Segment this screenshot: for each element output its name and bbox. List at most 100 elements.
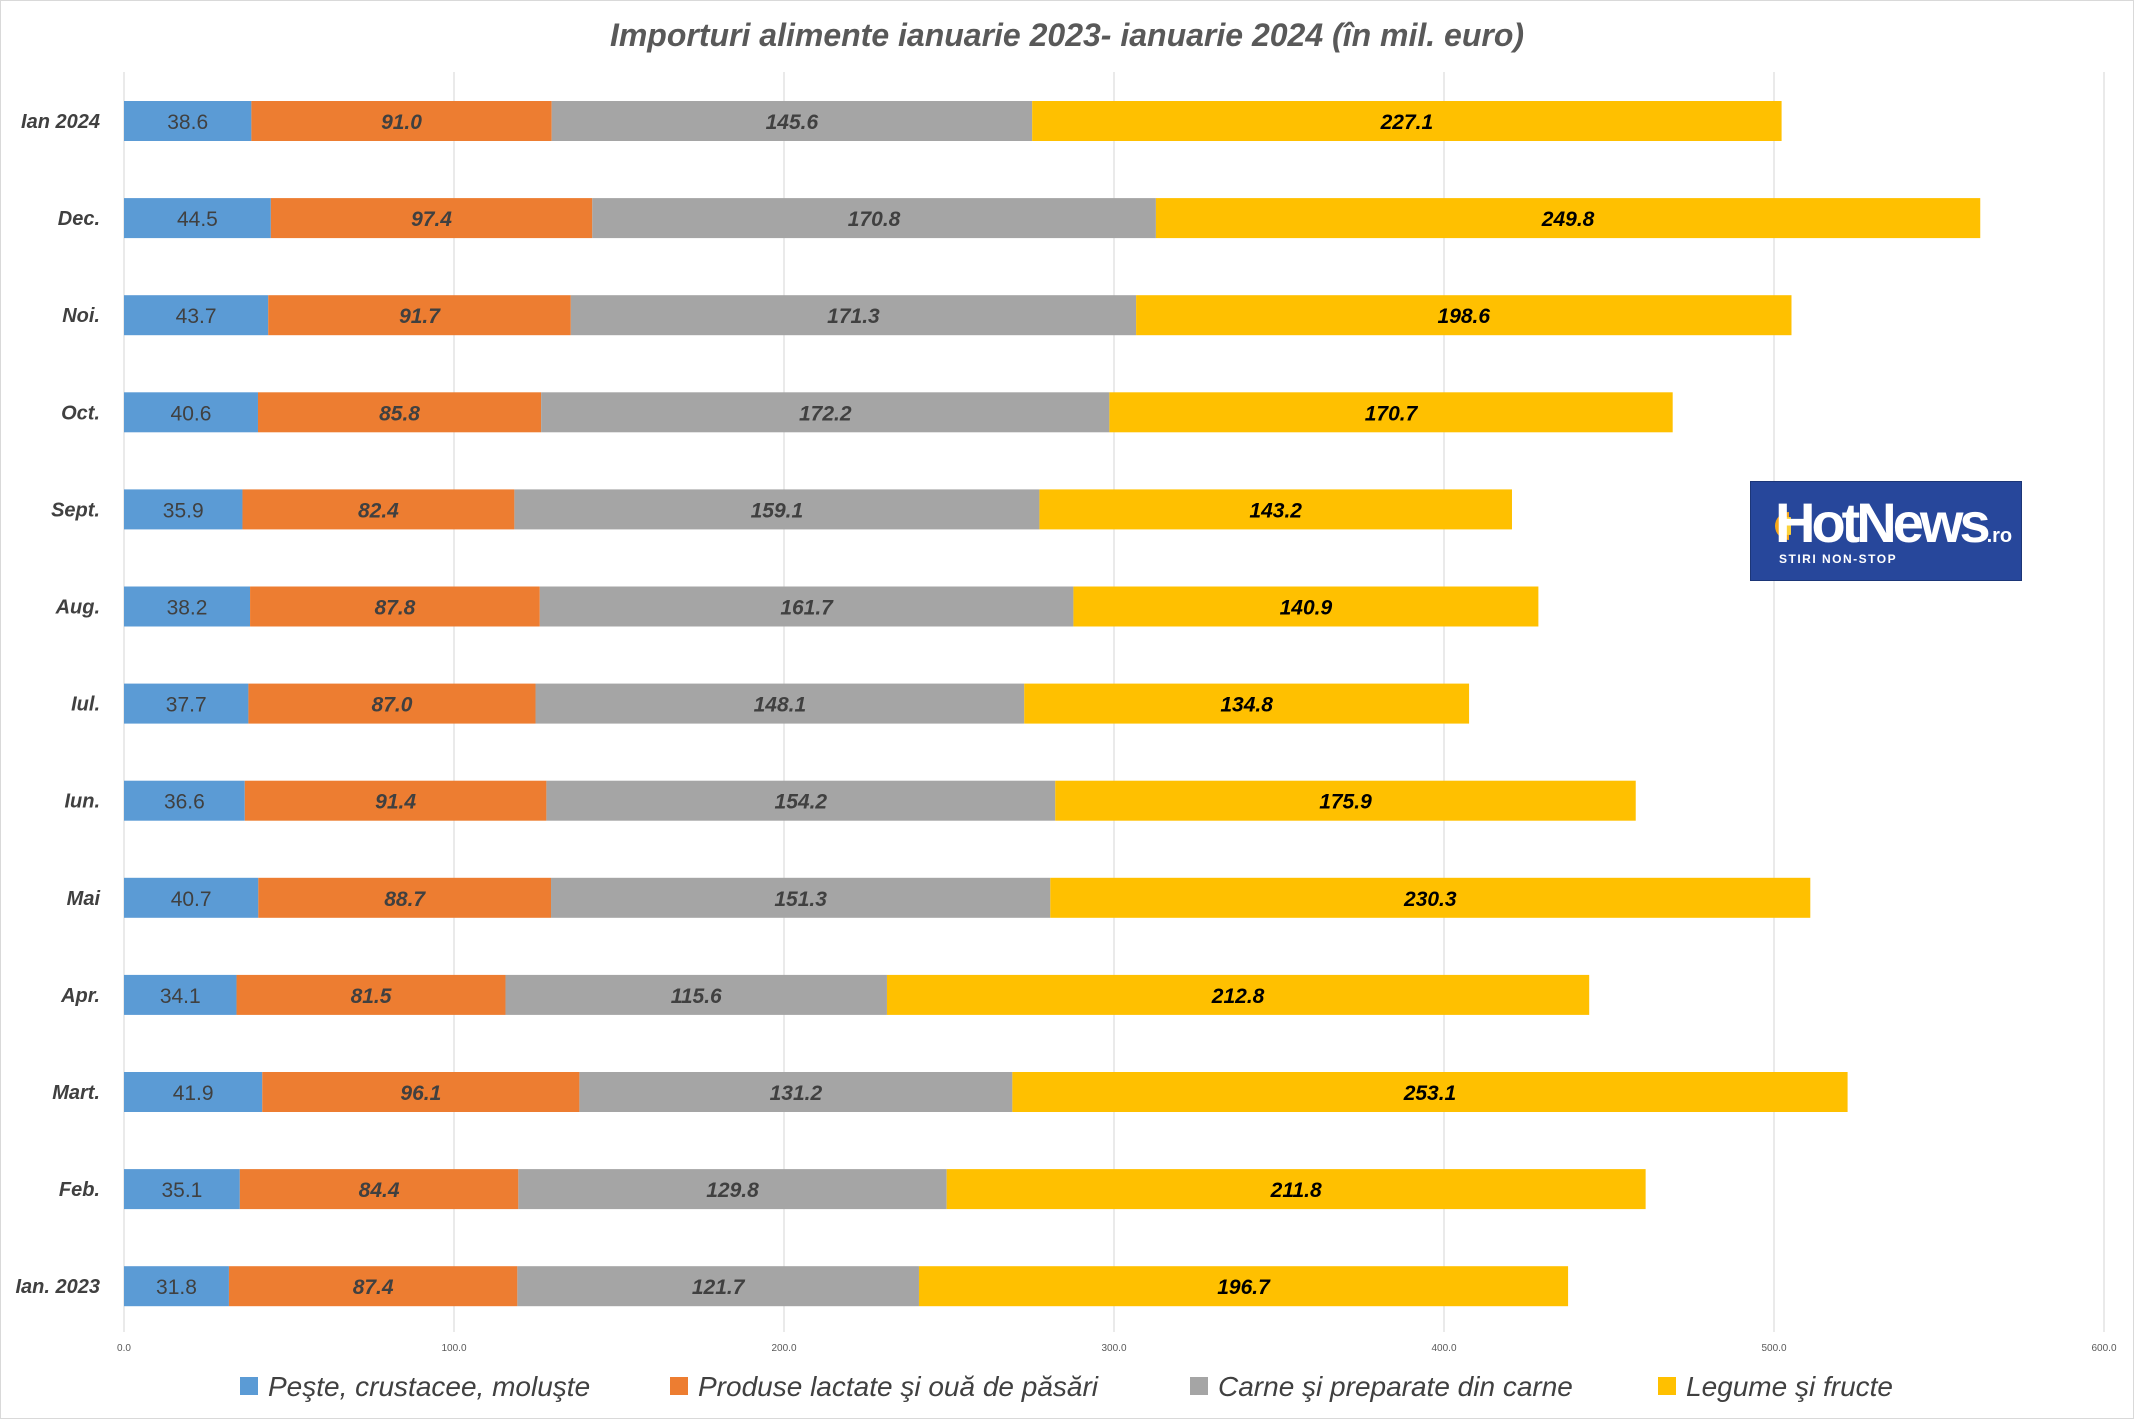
- bar-segment: [539, 586, 1074, 627]
- legend-label: Peşte, crustacee, moluşte: [268, 1371, 590, 1402]
- data-label: 115.6: [671, 985, 722, 1008]
- bar-segment: [546, 780, 1056, 821]
- sun-icon: [1775, 512, 1791, 540]
- data-label: 37.7: [166, 694, 207, 717]
- bar-segment: [1109, 392, 1673, 433]
- bar-segment: [1073, 586, 1539, 627]
- data-label: 253.1: [1403, 1082, 1457, 1105]
- category-label: Mart.: [52, 1082, 100, 1104]
- bar-segment: [124, 1072, 263, 1112]
- bar-segment: [236, 974, 506, 1015]
- data-label: 41.9: [173, 1082, 214, 1105]
- data-label: 36.6: [164, 791, 205, 814]
- data-label: 171.3: [827, 305, 880, 328]
- x-tick-label: 400.0: [1431, 1343, 1456, 1354]
- data-label: 38.6: [167, 111, 208, 134]
- bar-segment: [505, 974, 887, 1015]
- legend: Peşte, crustacee, moluşte Produse lactate…: [240, 1371, 1893, 1402]
- logo-tagline: STIRI NON-STOP: [1779, 552, 1898, 566]
- bar-segment: [124, 586, 251, 627]
- bar-segment: [918, 1266, 1569, 1307]
- bar-segment: [268, 295, 571, 336]
- data-label: 140.9: [1280, 597, 1333, 620]
- bar-segment: [228, 1266, 518, 1307]
- bar-segment: [551, 101, 1033, 141]
- bar-segment: [1055, 780, 1636, 821]
- bar-segment: [579, 1072, 1013, 1112]
- bar-segment: [1024, 683, 1470, 724]
- legend-swatch: [1190, 1377, 1208, 1395]
- bar-segment: [1050, 877, 1811, 918]
- bar-segment: [124, 392, 258, 433]
- bar-segment: [570, 295, 1137, 336]
- data-label: 81.5: [351, 985, 392, 1008]
- x-tick-label: 500.0: [1761, 1343, 1786, 1354]
- bar-segment: [244, 780, 547, 821]
- data-label: 145.6: [766, 111, 819, 134]
- data-label: 196.7: [1217, 1276, 1271, 1299]
- data-label: 91.4: [375, 791, 416, 814]
- data-label: 143.2: [1249, 499, 1302, 522]
- data-label: 121.7: [692, 1276, 746, 1299]
- data-label: 44.5: [177, 208, 218, 231]
- legend-label: Carne şi preparate din carne: [1218, 1371, 1573, 1402]
- bar-segment: [1012, 1072, 1848, 1112]
- bar-segment: [1032, 101, 1782, 141]
- category-label: Noi.: [62, 305, 100, 327]
- data-label: 43.7: [176, 305, 217, 328]
- data-label: 148.1: [754, 694, 807, 717]
- bar-segment: [262, 1072, 580, 1112]
- data-label: 230.3: [1403, 888, 1457, 911]
- bar-segment: [124, 101, 252, 141]
- bar-segment: [124, 489, 243, 530]
- data-label: 87.0: [372, 694, 413, 717]
- data-label: 97.4: [411, 208, 452, 231]
- data-label: 175.9: [1319, 791, 1372, 814]
- data-label: 84.4: [359, 1179, 400, 1202]
- bar-segment: [248, 683, 536, 724]
- data-label: 96.1: [400, 1082, 441, 1105]
- category-label: Apr.: [60, 985, 100, 1007]
- data-label: 161.7: [780, 597, 834, 620]
- data-label: 172.2: [799, 402, 852, 425]
- x-tick-label: 200.0: [771, 1343, 796, 1354]
- data-label: 87.8: [374, 597, 415, 620]
- category-label: Iun.: [64, 791, 100, 813]
- logo-wordmark: HotNews.ro: [1775, 491, 2013, 554]
- data-label: 198.6: [1438, 305, 1491, 328]
- bar-segment: [124, 974, 237, 1015]
- bar-segment: [1155, 198, 1981, 239]
- data-label: 154.2: [775, 791, 828, 814]
- data-label: 40.6: [171, 402, 212, 425]
- data-label: 151.3: [774, 888, 827, 911]
- bar-segment: [514, 489, 1040, 530]
- bar-segment: [124, 198, 271, 239]
- category-label: Aug.: [55, 597, 100, 619]
- bar-segment: [124, 295, 269, 336]
- bar-segment: [535, 683, 1025, 724]
- data-label: 227.1: [1380, 111, 1434, 134]
- x-axis-ticks: 0.0 100.0 200.0 300.0 400.0 500.0 600.0: [117, 1343, 2117, 1354]
- category-label: Iul.: [71, 694, 100, 716]
- data-label: 159.1: [751, 499, 804, 522]
- bar-segment: [592, 198, 1156, 239]
- bar-segment: [257, 392, 542, 433]
- data-label: 35.1: [161, 1179, 202, 1202]
- bar-segment: [551, 877, 1051, 918]
- x-tick-label: 0.0: [117, 1343, 131, 1354]
- bar-segment: [946, 1169, 1646, 1210]
- data-label: 82.4: [358, 499, 399, 522]
- data-label: 170.7: [1365, 402, 1419, 425]
- bar-segment: [124, 1266, 229, 1307]
- data-label: 35.9: [163, 499, 204, 522]
- legend-label: Legume şi fructe: [1686, 1371, 1893, 1402]
- data-label: 38.2: [167, 597, 208, 620]
- data-labels: 38.6 91.0 145.6 227.1 44.5 97.4 170.8 249.8 43.7…: [156, 111, 1595, 1299]
- x-tick-label: 300.0: [1101, 1343, 1126, 1354]
- data-label: 170.8: [848, 208, 901, 231]
- category-label: Sept.: [51, 499, 100, 521]
- x-tick-label: 600.0: [2091, 1343, 2116, 1354]
- data-label: 212.8: [1211, 985, 1265, 1008]
- bar-segment: [541, 392, 1110, 433]
- category-label: Feb.: [59, 1179, 100, 1201]
